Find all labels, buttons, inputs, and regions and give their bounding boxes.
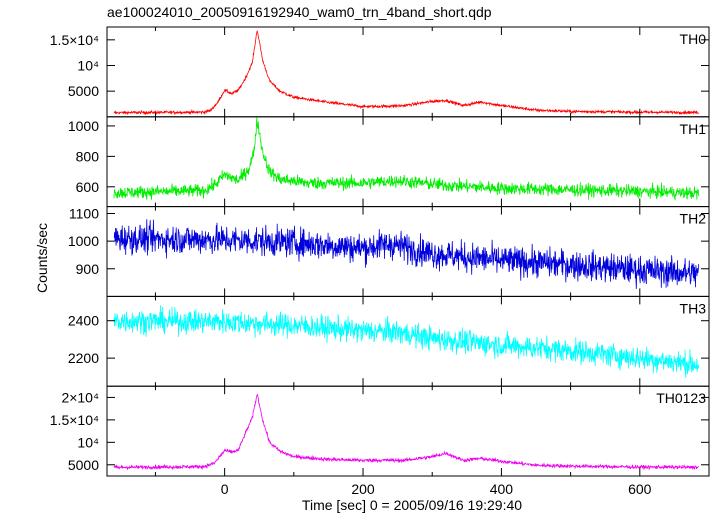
panel-frame-th3 bbox=[106, 295, 710, 387]
y-tick-label: 10⁴ bbox=[77, 57, 99, 73]
y-tick-label: 1000 bbox=[68, 118, 99, 134]
x-tick-label: 0 bbox=[221, 481, 229, 497]
y-tick-label: 1000 bbox=[68, 233, 99, 249]
y-axis-label: Counts/sec bbox=[34, 223, 50, 293]
y-tick-label: 600 bbox=[76, 179, 100, 195]
y-tick-label: 2400 bbox=[68, 313, 99, 329]
series-line-th0123 bbox=[113, 393, 699, 471]
y-tick-label: 5000 bbox=[68, 457, 99, 473]
x-axis-label: Time [sec] 0 = 2005/09/16 19:29:40 bbox=[302, 497, 522, 513]
series-line-th1 bbox=[113, 116, 699, 202]
y-tick-label: 900 bbox=[76, 261, 100, 277]
panel-label-th2: TH2 bbox=[680, 211, 707, 227]
panel-label-th0: TH0 bbox=[680, 31, 707, 47]
y-tick-label: 800 bbox=[76, 148, 100, 164]
y-tick-label: 2200 bbox=[68, 350, 99, 366]
chart-title: ae100024010_20050916192940_wam0_trn_4ban… bbox=[107, 4, 492, 20]
series-line-th2 bbox=[113, 219, 699, 290]
x-tick-label: 200 bbox=[351, 481, 375, 497]
y-tick-label: 1100 bbox=[69, 206, 99, 222]
y-tick-label: 2×10⁴ bbox=[61, 389, 99, 405]
y-tick-label: 1.5×10⁴ bbox=[50, 412, 99, 428]
series-line-th0 bbox=[113, 30, 699, 116]
y-tick-label: 1.5×10⁴ bbox=[50, 32, 99, 48]
series-line-th3 bbox=[113, 305, 699, 379]
panel-label-th1: TH1 bbox=[680, 121, 707, 137]
y-tick-label: 10⁴ bbox=[77, 434, 99, 450]
panel-frame-th0123 bbox=[106, 385, 710, 477]
panel-frame-th0 bbox=[106, 26, 710, 118]
y-tick-label: 5000 bbox=[68, 83, 99, 99]
panel-label-th3: TH3 bbox=[680, 300, 707, 316]
x-tick-label: 400 bbox=[490, 481, 514, 497]
x-tick-label: 600 bbox=[628, 481, 652, 497]
panel-label-th0123: TH0123 bbox=[656, 390, 706, 406]
panels-group: TH0 5000 10⁴ 1.5×10⁴ TH1 600 800 1000 TH2 900 1000… bbox=[50, 26, 710, 497]
